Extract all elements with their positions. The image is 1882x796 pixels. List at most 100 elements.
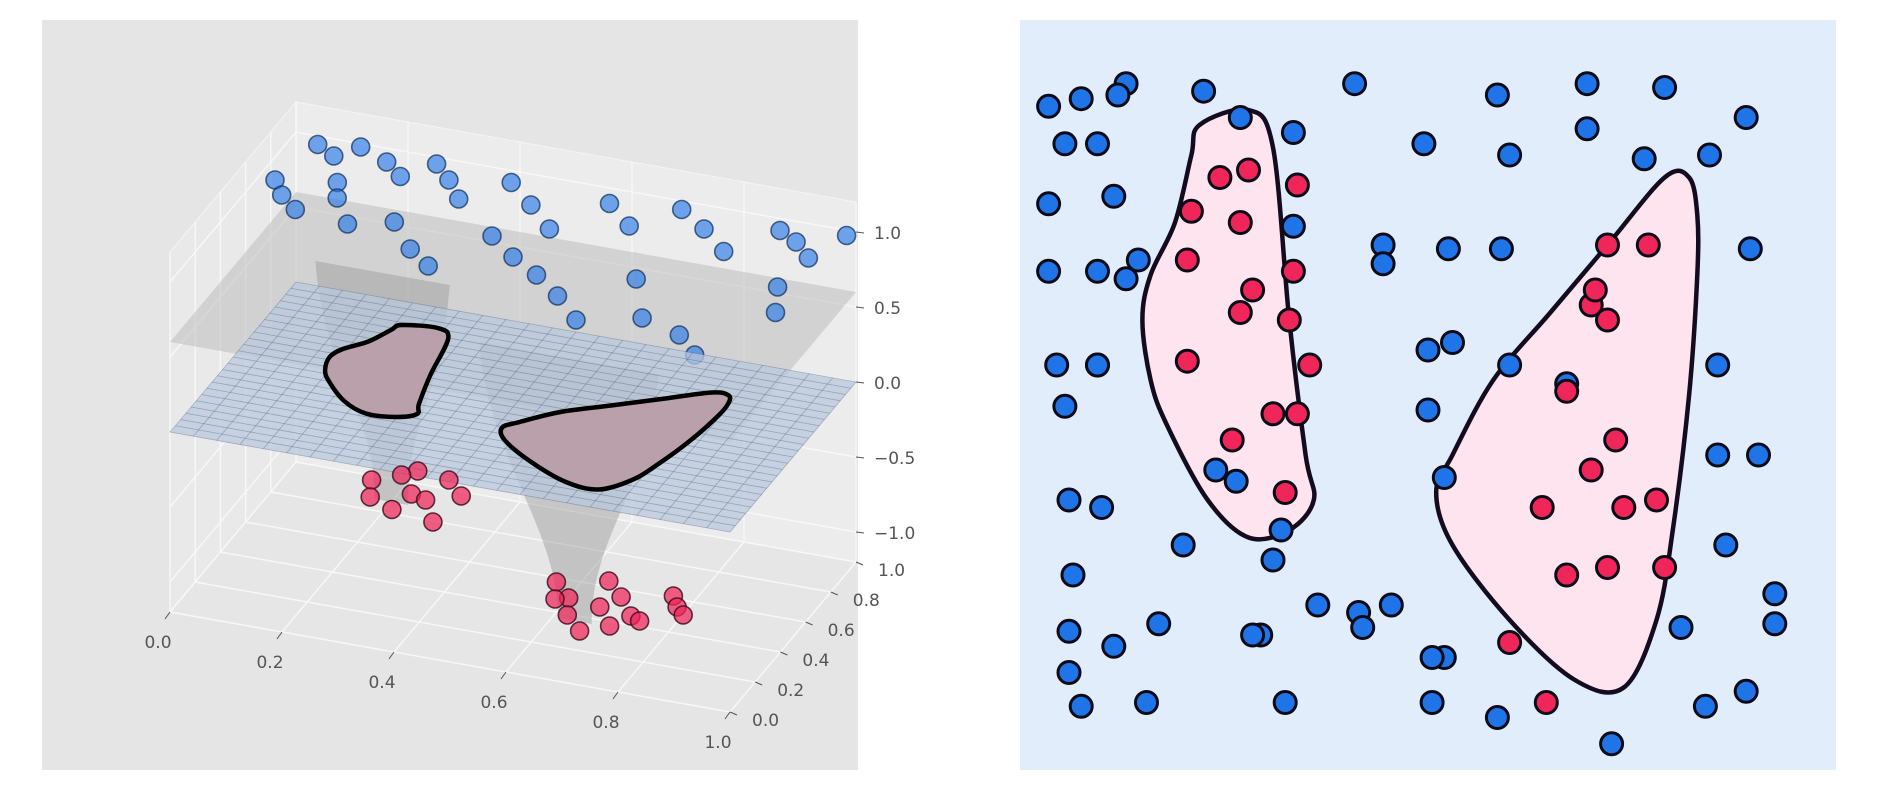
data-point-red	[407, 461, 428, 481]
zero-plane-mesh-line	[196, 400, 757, 502]
data-point-red	[1297, 352, 1323, 378]
decision-contour-left	[322, 322, 451, 420]
data-point-blue	[1085, 258, 1110, 284]
data-point-blue	[1036, 258, 1062, 284]
data-point-blue	[671, 199, 692, 220]
data-point-blue	[1378, 592, 1404, 618]
zero-plane-mesh-line	[222, 369, 783, 470]
data-point-blue	[1370, 251, 1396, 277]
data-point-red	[1595, 307, 1620, 333]
data-point-blue	[1113, 266, 1139, 292]
z-tick-label: 1.0	[874, 224, 901, 244]
zero-plane-mesh-line	[169, 281, 297, 433]
z-tick	[855, 381, 865, 384]
data-point-blue	[448, 189, 469, 209]
data-point-blue	[1705, 442, 1731, 468]
zero-plane-mesh-line	[659, 369, 787, 520]
data-point-blue	[390, 166, 411, 187]
data-point-blue	[1668, 615, 1694, 640]
x-tick	[500, 671, 507, 680]
zero-plane-mesh-line	[206, 387, 767, 489]
data-point-red	[1276, 307, 1302, 333]
data-point-blue	[1125, 247, 1151, 273]
y-tick-label: 0.8	[853, 591, 880, 611]
z-tick-label: −1.0	[874, 524, 915, 544]
data-point-red	[611, 587, 631, 607]
data-point-blue	[400, 239, 421, 259]
zero-plane-mesh-line	[227, 362, 788, 464]
data-point-blue	[1431, 465, 1457, 490]
data-point-blue	[1272, 690, 1298, 715]
data-point-blue	[1419, 645, 1445, 670]
y-tick	[729, 711, 738, 716]
data-point-blue	[1068, 693, 1094, 719]
data-point-blue	[1497, 142, 1523, 168]
data-point-blue	[1280, 213, 1306, 239]
y-tick	[855, 561, 864, 566]
data-point-blue	[1191, 78, 1217, 104]
decision-region-right	[1433, 168, 1701, 695]
zero-plane-mesh-line	[473, 335, 600, 487]
data-point-blue	[1170, 532, 1196, 558]
data-point-blue	[566, 310, 586, 330]
data-point-blue	[1440, 330, 1465, 355]
data-point-blue	[1350, 615, 1376, 640]
data-point-red	[1280, 258, 1306, 284]
data-point-red	[546, 572, 567, 592]
data-point-blue	[1652, 75, 1678, 100]
zero-plane-mesh-line	[190, 406, 752, 508]
data-point-red	[1174, 348, 1200, 374]
zero-plane-mesh-line	[449, 331, 577, 483]
data-point-blue	[1415, 337, 1441, 363]
data-point-red	[1652, 555, 1678, 580]
y-tick	[780, 651, 788, 656]
decision-contour-right	[498, 390, 733, 492]
data-point-blue	[1101, 633, 1127, 659]
data-point-blue	[1134, 690, 1159, 715]
data-point-blue	[350, 137, 371, 157]
data-point-red	[415, 490, 436, 510]
data-point-blue	[1574, 116, 1600, 142]
zero-plane-mesh-line	[264, 319, 825, 420]
zero-plane-mesh-line	[239, 294, 367, 445]
z-tick	[855, 456, 865, 459]
x-tick	[724, 711, 731, 720]
data-point-red	[391, 465, 412, 485]
data-point-blue	[786, 232, 806, 252]
data-point-blue	[1692, 693, 1718, 719]
data-point-blue	[1089, 495, 1115, 520]
data-point-blue	[1574, 71, 1600, 97]
data-point-blue	[1746, 442, 1771, 468]
data-point-blue	[1146, 611, 1172, 637]
data-point-red	[629, 611, 650, 631]
zero-plane-mesh-line	[211, 381, 773, 483]
y-tick	[805, 621, 813, 626]
data-point-blue	[503, 247, 523, 267]
data-point-blue	[1599, 731, 1625, 757]
data-point-blue	[539, 219, 560, 239]
data-point-red	[1529, 495, 1555, 520]
zero-plane-mesh-line	[403, 323, 530, 474]
data-point-blue	[1705, 352, 1731, 378]
data-point-blue	[1085, 352, 1110, 378]
data-point-blue	[1762, 581, 1788, 607]
data-point-blue	[271, 185, 292, 205]
data-point-red	[361, 470, 382, 490]
data-point-blue	[694, 219, 714, 239]
data-point-blue	[1762, 611, 1788, 637]
zero-plane	[170, 282, 856, 532]
x-tick	[276, 631, 283, 640]
y-tick-label: 0.0	[752, 711, 779, 731]
data-point-blue	[521, 195, 541, 215]
z-tick-label: 0.5	[874, 299, 901, 319]
data-point-red	[589, 597, 610, 617]
panel-3d: 0.0 0.0 0.2 0.2 0.4 0.4 0.6 0.6 0.8 0.8 1.0 1.0 1.0 0…	[42, 20, 915, 770]
x-tick-label: 0.8	[592, 713, 619, 733]
data-point-red	[1611, 495, 1637, 520]
grid-line-z	[169, 131, 857, 283]
data-point-red	[1595, 555, 1620, 580]
data-point-blue	[418, 256, 439, 276]
zero-plane-mesh-line	[290, 287, 851, 389]
data-point-blue	[713, 241, 734, 262]
data-point-red	[1207, 165, 1233, 190]
